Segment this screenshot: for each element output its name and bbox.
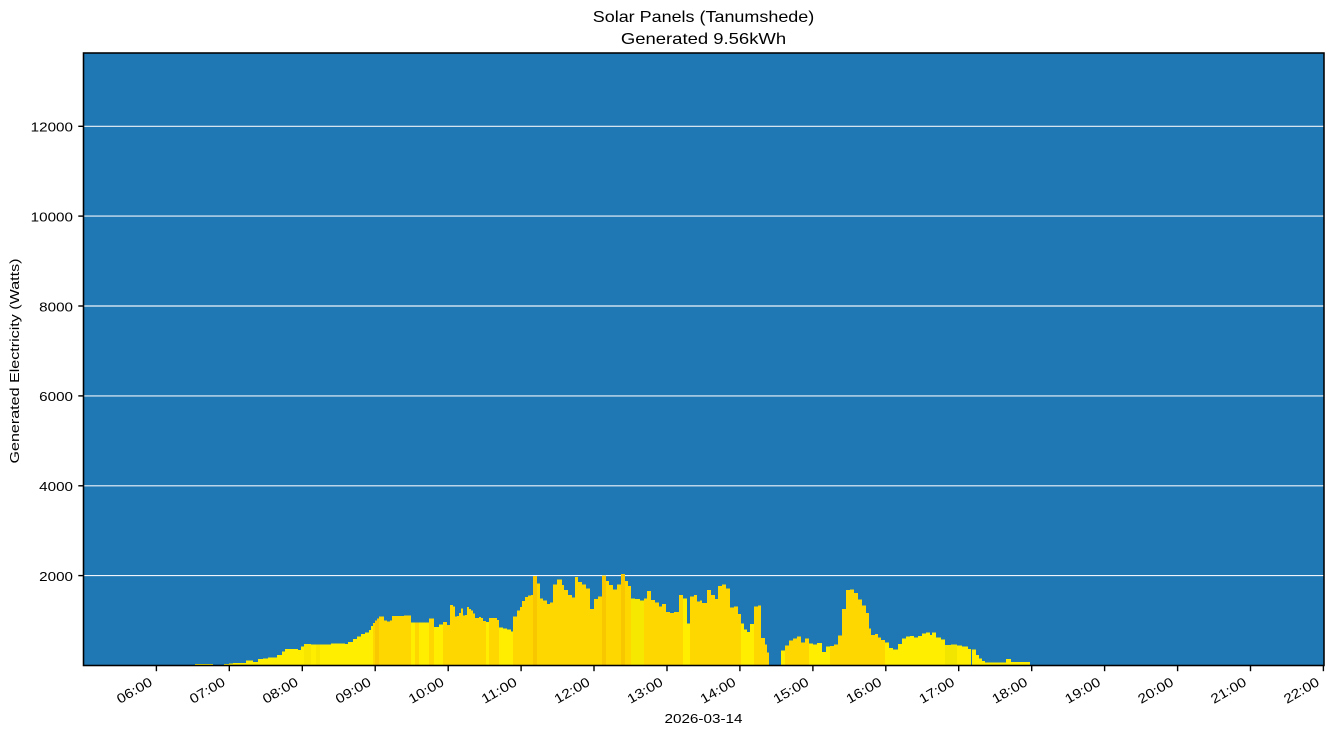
- svg-text:Generated Electricity (Watts): Generated Electricity (Watts): [7, 259, 22, 464]
- svg-text:12000: 12000: [31, 120, 73, 135]
- svg-text:Generated 9.56kWh: Generated 9.56kWh: [621, 31, 786, 48]
- svg-text:8000: 8000: [39, 299, 73, 314]
- svg-text:6000: 6000: [39, 389, 73, 404]
- svg-text:2000: 2000: [39, 569, 73, 584]
- svg-text:2026-03-14: 2026-03-14: [665, 711, 743, 726]
- svg-text:10000: 10000: [31, 209, 73, 224]
- svg-text:Solar Panels (Tanumshede): Solar Panels (Tanumshede): [593, 9, 815, 26]
- svg-text:4000: 4000: [39, 479, 73, 494]
